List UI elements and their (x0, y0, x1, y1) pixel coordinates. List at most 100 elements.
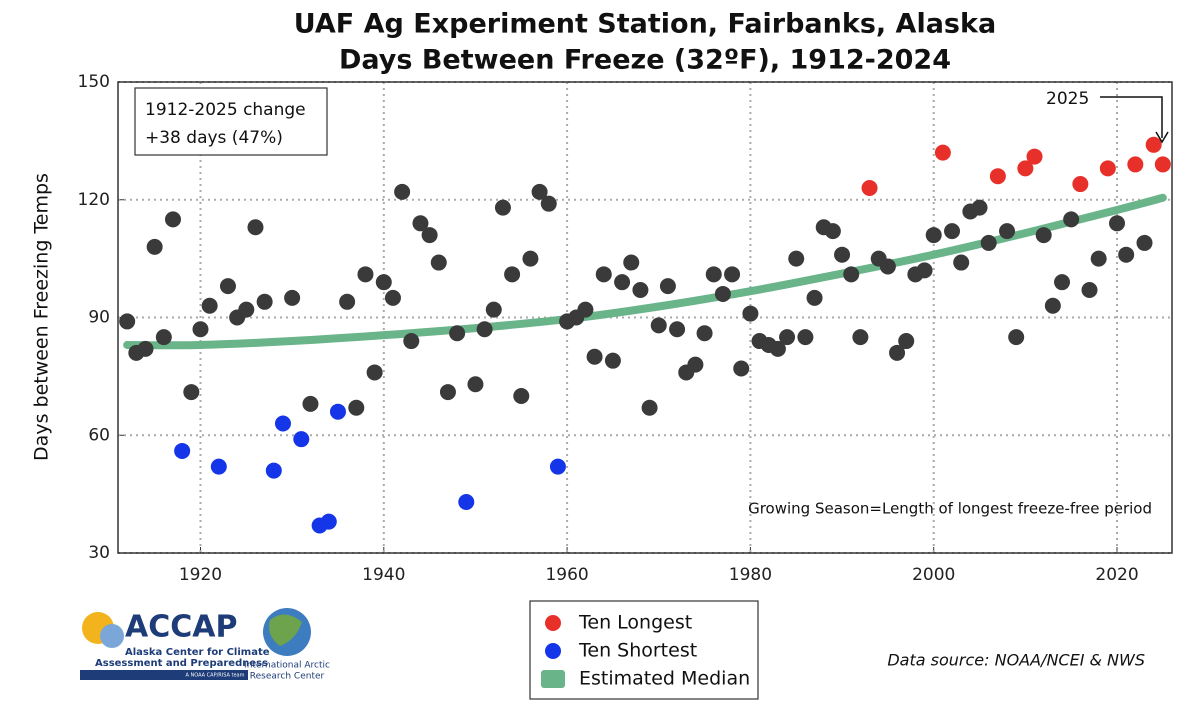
plot-frame (117, 81, 1173, 554)
data-point (659, 278, 676, 295)
logo-text: ACCAP (125, 610, 237, 645)
annotation: 2025 (1046, 89, 1089, 109)
data-point (1044, 297, 1061, 314)
data-point (256, 293, 273, 310)
data-point (174, 442, 191, 459)
logo-text: International Arctic (244, 661, 330, 671)
data-point (549, 458, 566, 475)
data-point (1017, 160, 1034, 177)
data-point (210, 458, 227, 475)
data-point (201, 297, 218, 314)
data-point (889, 344, 906, 361)
legend-label: Ten Longest (578, 612, 692, 634)
data-point (247, 219, 264, 236)
data-point (925, 227, 942, 244)
data-point (788, 250, 805, 267)
data-point (1008, 329, 1025, 346)
iarc-logo: International Arctic Research Center (244, 608, 330, 682)
data-point (1109, 215, 1126, 232)
data-point (284, 289, 301, 306)
data-point (595, 266, 612, 283)
data-point (357, 266, 374, 283)
data-point (238, 301, 255, 318)
data-point (329, 403, 346, 420)
legend-marker (545, 643, 561, 659)
data-point (1099, 160, 1116, 177)
data-point (522, 250, 539, 267)
data-point (384, 289, 401, 306)
data-point (834, 246, 851, 263)
logo-text: Research Center (250, 672, 325, 682)
annotation-arrow (1100, 96, 1163, 138)
annotation-arrowhead (1155, 131, 1169, 144)
chart-title: UAF Ag Experiment Station, Fairbanks, Al… (294, 9, 996, 40)
data-point (339, 293, 356, 310)
data-point (769, 340, 786, 357)
data-point (604, 352, 621, 369)
data-point (320, 513, 337, 530)
data-point (1136, 234, 1153, 251)
data-point (458, 493, 475, 510)
data-point (1081, 282, 1098, 299)
data-point (531, 183, 548, 200)
data-point (971, 199, 988, 216)
data-point (861, 179, 878, 196)
data-point (944, 223, 961, 240)
data-point (989, 168, 1006, 185)
data-point (274, 415, 291, 432)
data-point (879, 258, 896, 275)
y-tick-label: 120 (78, 190, 110, 210)
data-point (302, 395, 319, 412)
annotation: Growing Season=Length of longest freeze-… (748, 500, 1152, 518)
data-point (348, 399, 365, 416)
x-tick-label: 2000 (912, 565, 955, 585)
legend-box (529, 600, 759, 700)
data-point (155, 329, 172, 346)
data-point (1054, 274, 1071, 291)
data-point (1063, 211, 1080, 228)
data-point (183, 384, 200, 401)
data-point (843, 266, 860, 283)
data-point (953, 254, 970, 271)
data-point (1090, 250, 1107, 267)
data-point (852, 329, 869, 346)
logo-text: Alaska Center for Climate (125, 647, 270, 658)
median-line (123, 193, 1167, 350)
plot-area: 30 60 90 120 150 1920 1940 1960 1980 2000 2020 (78, 72, 1172, 585)
data-point (934, 144, 951, 161)
annotation: 1912-2025 change (145, 100, 306, 120)
data-point (632, 282, 649, 299)
y-tick-label: 150 (78, 72, 110, 92)
data-point (412, 215, 429, 232)
data-point (366, 364, 383, 381)
data-point (494, 199, 511, 216)
data-point (687, 356, 704, 373)
data-point (137, 340, 154, 357)
data-point (1118, 246, 1135, 263)
y-axis-label: Days between Freezing Temps (31, 173, 53, 461)
data-point (669, 321, 686, 338)
data-point (164, 211, 181, 228)
chart-title: Days Between Freeze (32ºF), 1912-2024 (339, 45, 951, 76)
annotation-box (134, 87, 328, 156)
x-tick-label: 1960 (545, 565, 588, 585)
data-point (293, 431, 310, 448)
data-point (797, 329, 814, 346)
x-tick-label: 1920 (179, 565, 222, 585)
legend-marker (545, 615, 561, 631)
data-point (779, 329, 796, 346)
legend-swatch (541, 670, 565, 688)
data-point (714, 285, 731, 302)
data-point (485, 301, 502, 318)
data-point (742, 305, 759, 322)
accap-logo: ACCAP Alaska Center for Climate Assessme… (80, 610, 270, 680)
data-point (403, 333, 420, 350)
data-point (623, 254, 640, 271)
data-point (577, 301, 594, 318)
data-point (504, 266, 521, 283)
legend-label: Ten Shortest (578, 640, 697, 662)
data-point (430, 254, 447, 271)
y-tick-label: 60 (88, 425, 110, 445)
logo-snow (100, 624, 124, 648)
data-point (394, 183, 411, 200)
